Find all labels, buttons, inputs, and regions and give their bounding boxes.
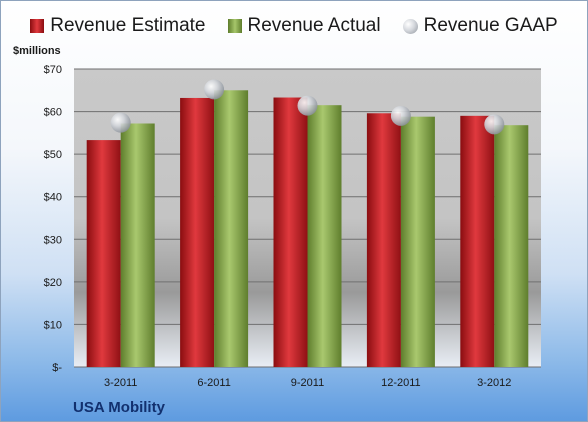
y-tick-label: $70 <box>44 64 62 76</box>
bar-revenue-actual <box>494 125 529 368</box>
y-tick-label: $50 <box>44 149 62 161</box>
legend-swatch-revenue-gaap <box>402 18 418 34</box>
x-tick-label: 3-2012 <box>477 377 511 389</box>
legend-item-revenue-actual: Revenue Actual <box>227 15 381 37</box>
legend: Revenue Estimate Revenue Actual Revenue … <box>1 15 587 37</box>
legend-swatch-revenue-estimate <box>30 19 45 33</box>
marker-revenue-gaap <box>297 95 318 116</box>
marker-revenue-gaap <box>204 79 225 100</box>
bar-revenue-estimate <box>460 115 495 367</box>
x-tick-label: 3-2011 <box>104 377 137 389</box>
bar-revenue-estimate <box>180 97 215 367</box>
marker-revenue-gaap <box>484 114 505 135</box>
y-tick-label: $10 <box>44 319 62 331</box>
x-tick-label: 9-2011 <box>291 377 324 389</box>
y-tick-label: $20 <box>44 277 62 289</box>
bar-revenue-actual <box>400 116 435 368</box>
legend-label-revenue-estimate: Revenue Estimate <box>50 15 206 36</box>
legend-item-revenue-estimate: Revenue Estimate <box>30 15 206 37</box>
marker-revenue-gaap <box>390 105 411 126</box>
bar-revenue-estimate <box>273 97 308 367</box>
y-tick-label: $- <box>52 362 62 374</box>
legend-item-revenue-gaap: Revenue GAAP <box>402 15 558 37</box>
marker-revenue-gaap <box>110 112 131 133</box>
y-axis-label: $millions <box>13 45 61 57</box>
y-tick-label: $30 <box>44 234 62 246</box>
y-tick-label: $60 <box>44 107 62 119</box>
legend-label-revenue-actual: Revenue Actual <box>247 15 381 36</box>
bar-revenue-estimate <box>86 140 121 367</box>
bar-revenue-actual <box>307 105 342 367</box>
x-tick-label: 12-2011 <box>381 377 421 389</box>
bar-revenue-actual <box>214 90 249 368</box>
bar-revenue-estimate <box>366 113 401 367</box>
x-tick-label: 6-2011 <box>197 377 230 389</box>
y-tick-label: $40 <box>44 192 62 204</box>
legend-label-revenue-gaap: Revenue GAAP <box>423 15 558 36</box>
legend-swatch-revenue-actual <box>227 19 242 33</box>
bar-revenue-actual <box>120 123 155 368</box>
company-name: USA Mobility <box>73 399 165 416</box>
